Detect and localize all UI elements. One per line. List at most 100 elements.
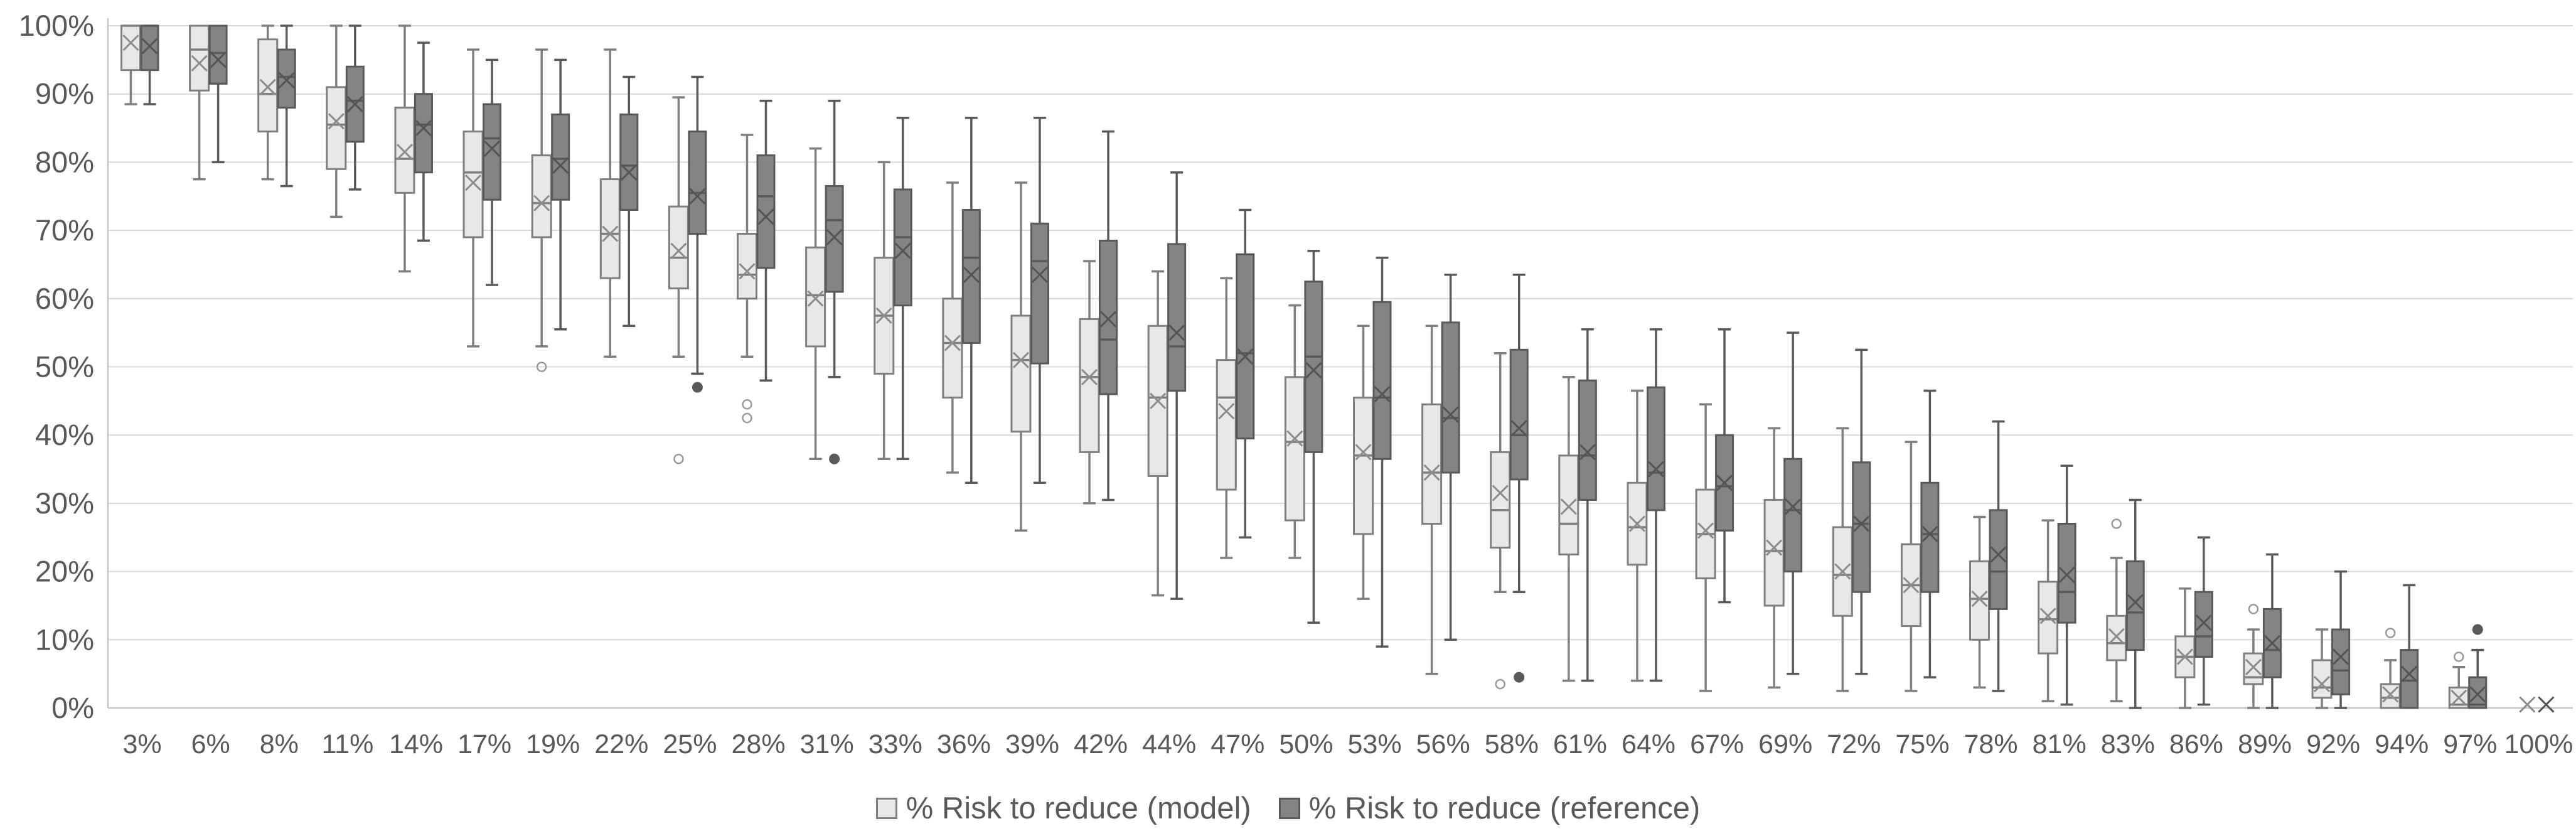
box xyxy=(394,106,415,194)
mean-x-marker-icon xyxy=(415,119,432,137)
box xyxy=(1763,498,1785,607)
mean-x-marker-icon xyxy=(1647,461,1665,478)
mean-x-marker-icon xyxy=(944,335,961,351)
x-axis-tick-label: 47% xyxy=(1211,729,1264,759)
mean-x-marker-icon xyxy=(1628,515,1646,532)
x-axis-tick-label: 36% xyxy=(937,729,991,759)
y-axis-tick-label: 80% xyxy=(35,145,94,178)
mean-x-marker-icon xyxy=(602,225,619,242)
mean-x-marker-icon xyxy=(2313,675,2331,693)
mean-x-marker-icon xyxy=(1374,385,1391,403)
box xyxy=(1646,386,1665,512)
x-axis-tick-label: 56% xyxy=(1416,729,1470,759)
outlier-open-circle-icon xyxy=(2111,518,2122,529)
mean-x-marker-icon xyxy=(621,164,638,181)
mean-x-marker-icon xyxy=(1990,546,2007,563)
box xyxy=(1079,318,1100,453)
box xyxy=(619,113,639,211)
box xyxy=(1010,314,1032,433)
mean-x-marker-icon xyxy=(1442,406,1459,423)
mean-x-marker-icon xyxy=(1560,498,1577,515)
legend-label-reference: % Risk to reduce (reference) xyxy=(1308,791,1701,825)
box xyxy=(277,48,296,109)
x-axis-tick-label: 72% xyxy=(1827,729,1881,759)
box xyxy=(2038,581,2059,655)
mean-x-marker-icon xyxy=(2176,648,2193,665)
x-axis-tick-label: 31% xyxy=(800,729,854,759)
x-axis-tick-label: 75% xyxy=(1895,729,1949,759)
mean-x-marker-icon xyxy=(1099,311,1117,328)
box xyxy=(805,246,826,348)
box xyxy=(551,113,570,201)
y-axis-tick-label: 60% xyxy=(35,282,94,315)
mean-x-marker-icon xyxy=(278,72,295,89)
x-axis-tick-label: 61% xyxy=(1553,729,1607,759)
mean-x-marker-icon xyxy=(1510,420,1527,437)
outlier-open-circle-icon xyxy=(2248,604,2259,614)
legend-item-reference: % Risk to reduce (reference) xyxy=(1278,791,1701,825)
mean-x-marker-icon xyxy=(2245,658,2262,675)
outlier-open-circle-icon xyxy=(742,412,752,424)
box xyxy=(893,188,912,307)
mean-x-marker-icon xyxy=(2332,648,2349,665)
box xyxy=(1969,560,1990,641)
outlier-open-circle-icon xyxy=(1495,678,1505,690)
box xyxy=(2125,560,2145,651)
mean-x-marker-icon xyxy=(894,242,911,259)
box xyxy=(1353,396,1374,535)
box xyxy=(688,130,707,235)
y-axis-tick-label: 50% xyxy=(35,350,94,383)
mean-x-marker-icon xyxy=(1355,444,1372,461)
box xyxy=(961,208,981,344)
model-series-swatch-icon xyxy=(875,798,897,819)
mean-x-marker-icon xyxy=(2127,594,2144,611)
outlier-filled-dot-icon xyxy=(2472,624,2483,635)
mean-x-marker-icon xyxy=(464,174,482,191)
mean-x-marker-icon xyxy=(2538,696,2555,713)
mean-x-marker-icon xyxy=(2108,628,2125,645)
mean-x-marker-icon xyxy=(875,307,892,324)
box xyxy=(2106,614,2127,662)
mean-x-marker-icon xyxy=(1853,515,1870,532)
box xyxy=(1558,454,1579,555)
y-axis-tick-label: 10% xyxy=(35,623,94,656)
box xyxy=(140,24,159,72)
box xyxy=(825,185,844,293)
outlier-open-circle-icon xyxy=(2385,628,2396,638)
mean-x-marker-icon xyxy=(689,188,706,205)
mean-x-marker-icon xyxy=(1971,591,1988,608)
x-axis-tick-label: 89% xyxy=(2238,729,2292,759)
box xyxy=(737,233,757,300)
mean-x-marker-icon xyxy=(259,78,276,95)
mean-x-marker-icon xyxy=(670,242,687,259)
box xyxy=(599,178,621,279)
x-axis-tick-label: 28% xyxy=(732,729,786,759)
mean-x-marker-icon xyxy=(191,55,208,72)
mean-x-marker-icon xyxy=(2519,696,2536,713)
x-axis-tick-label: 39% xyxy=(1005,729,1059,759)
mean-x-marker-icon xyxy=(1903,577,1920,594)
x-axis-tick-label: 100% xyxy=(2504,729,2573,759)
mean-x-marker-icon xyxy=(2469,686,2486,703)
mean-x-marker-icon xyxy=(1492,485,1509,501)
box xyxy=(120,24,141,72)
mean-x-marker-icon xyxy=(1081,368,1098,385)
outlier-open-circle-icon xyxy=(673,453,684,464)
x-axis-tick-label: 50% xyxy=(1279,729,1333,759)
mean-x-marker-icon xyxy=(2039,608,2056,624)
mean-x-marker-icon xyxy=(739,263,756,280)
y-axis-tick-label: 90% xyxy=(35,77,94,110)
reference-series-swatch-icon xyxy=(1278,798,1300,819)
mean-x-marker-icon xyxy=(1766,539,1783,556)
box xyxy=(1441,321,1460,474)
mean-x-marker-icon xyxy=(1423,464,1440,481)
box xyxy=(1920,481,1940,593)
box xyxy=(1372,301,1392,460)
outlier-filled-dot-icon xyxy=(829,453,840,464)
x-axis-tick-label: 17% xyxy=(457,729,511,759)
box xyxy=(1421,403,1443,525)
x-axis-tick-label: 78% xyxy=(1964,729,2018,759)
mean-x-marker-icon xyxy=(1579,444,1596,461)
box xyxy=(1216,359,1237,491)
